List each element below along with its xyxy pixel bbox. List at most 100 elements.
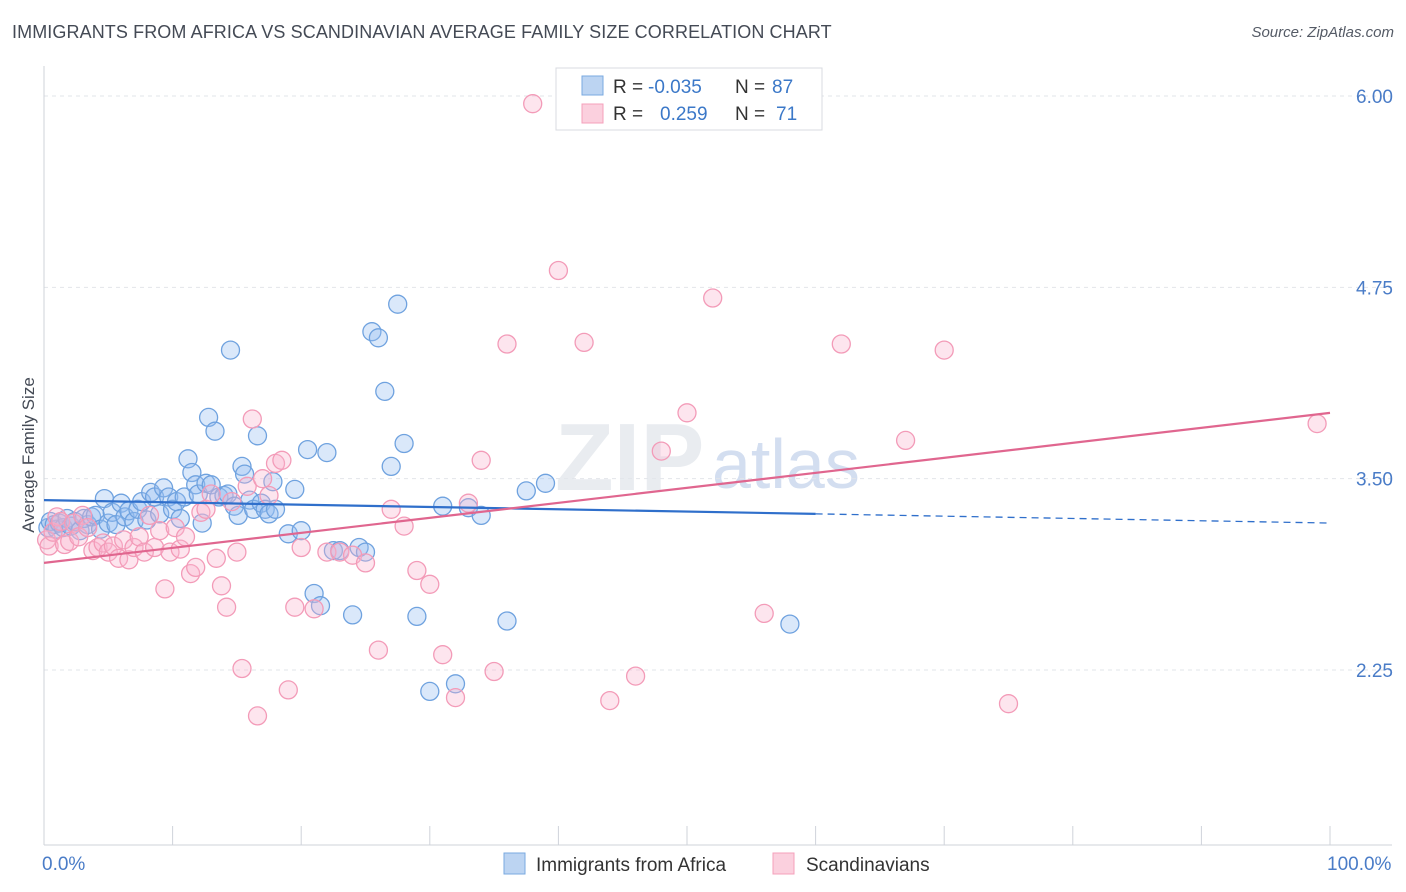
y-tick-label-3: 6.00: [1356, 87, 1393, 108]
africa-point-29: [153, 478, 174, 498]
legend-r-label-africa: R =: [613, 77, 643, 98]
scandinavians-point-72: [831, 334, 851, 354]
legend-r-label-scandinavians: R =: [613, 104, 643, 125]
legend-swatch-scandinavians: [581, 103, 604, 124]
trend-lines: [43, 411, 1331, 564]
scandinavians-point-24: [150, 521, 170, 541]
scandinavians-point-49: [285, 597, 305, 617]
legend-r-value-africa: -0.035: [648, 77, 702, 98]
scandinavians-point-2: [43, 522, 63, 542]
africa-point-76: [388, 294, 408, 314]
scandinavians-point-33: [196, 499, 216, 519]
scandinavians-point-61: [433, 645, 453, 665]
scandinavians-point-10: [78, 517, 98, 538]
africa-point-61: [285, 479, 305, 500]
scandinavians-point-75: [998, 694, 1019, 714]
scandinavians-point-78: [625, 666, 646, 686]
bottom-legend-label-scandinavians: Scandinavians: [806, 855, 930, 876]
africa-point-73: [368, 328, 389, 348]
africa-point-63: [297, 439, 318, 460]
bottom-legend-swatch-scandinavians: [772, 852, 795, 875]
scandinavians-point-11: [83, 540, 103, 561]
scandinavians-point-6: [60, 531, 80, 552]
scandinavians-point-60: [420, 574, 440, 594]
scandinavians-point-76: [1307, 413, 1327, 434]
africa-point-69: [342, 605, 363, 625]
legend-n-value-africa: 87: [772, 77, 793, 98]
africa-point-36: [182, 462, 202, 483]
scandinavians-point-40: [232, 658, 252, 679]
africa-point-62: [291, 521, 311, 541]
scandinavians-point-45: [259, 485, 279, 506]
scandinavians-point-66: [497, 334, 517, 354]
legend-n-value-scandinavians: 71: [776, 104, 797, 125]
grid-lines: [44, 95, 1392, 671]
africa-point-85: [516, 481, 536, 501]
y-tick-labels: 2.25 3.50 4.75 6.00: [1356, 87, 1393, 682]
scandinavians-point-22: [139, 505, 160, 526]
scandinavians-point-56: [368, 640, 389, 660]
africa-point-50: [232, 456, 252, 477]
x-axis-ticks: [43, 826, 1331, 845]
scandinavians-point-29: [175, 527, 196, 547]
scandinavians-point-73: [895, 430, 916, 451]
scandinavians-point-9: [72, 505, 93, 526]
watermark-zip: ZIP: [555, 404, 704, 511]
africa-point-81: [445, 674, 466, 694]
africa-trend-extension: [815, 513, 1331, 524]
scandinavians-point-18: [119, 550, 139, 570]
scandinavians-point-38: [222, 491, 242, 512]
legend-n-label-africa: N =: [735, 77, 765, 98]
scandinavians-point-69: [574, 332, 594, 353]
scandinavians-point-41: [237, 476, 257, 496]
x-tick-label-min: 0.0%: [42, 854, 85, 875]
legend-r-value-scandinavians: 0.259: [660, 104, 708, 125]
source-label: Source: ZipAtlas.com: [1251, 24, 1394, 41]
y-tick-label-2: 4.75: [1356, 278, 1393, 299]
africa-point-75: [381, 456, 401, 477]
watermark-atlas: atlas: [712, 425, 860, 503]
scandinavians-trend-line: [43, 411, 1331, 564]
africa-point-16: [98, 513, 118, 533]
series-legend: Immigrants from Africa Scandinavians: [503, 852, 930, 876]
y-tick-label-0: 2.25: [1356, 661, 1393, 682]
scandinavians-point-68: [548, 260, 569, 281]
scandinavians-point-44: [252, 469, 273, 489]
legend-n-label-scandinavians: N =: [735, 104, 765, 125]
scandinavians-point-31: [186, 557, 206, 578]
scandinavians-point-50: [291, 537, 311, 558]
africa-point-74: [375, 381, 395, 402]
scandinavians-point-47: [272, 450, 292, 470]
africa-point-33: [170, 508, 190, 529]
scandinavians-point-65: [484, 661, 504, 682]
scandinavians-point-79: [651, 441, 671, 461]
scandinavians-point-36: [211, 576, 232, 596]
scandinavians-point-30: [180, 563, 201, 584]
africa-point-66: [317, 442, 337, 463]
scandinavians-point-70: [703, 288, 723, 308]
africa-point-51: [234, 464, 255, 484]
scandinavians-point-34: [201, 484, 221, 504]
africa-trend-line: [43, 498, 816, 515]
legend-swatch-africa: [581, 75, 604, 96]
scandinavians-point-39: [227, 542, 247, 562]
scandinavians-point-25: [155, 579, 175, 599]
scandinavians-point-55: [355, 553, 376, 573]
scandinavians-point-64: [471, 450, 491, 470]
africa-point-84: [497, 611, 517, 631]
scandinavians-point-80: [677, 403, 697, 423]
africa-point-64: [304, 583, 324, 604]
scandinavians-point-37: [216, 597, 237, 617]
scandinavians-point-42: [242, 409, 262, 429]
x-tick-label-max: 100.0%: [1327, 854, 1392, 875]
africa-point-54: [247, 426, 268, 446]
africa-point-77: [394, 433, 414, 454]
scandinavians-point-17: [114, 530, 134, 550]
africa-point-86: [535, 473, 556, 493]
scandinavians-point-43: [247, 706, 268, 726]
scandinavians-point-77: [600, 690, 620, 711]
chart-title: IMMIGRANTS FROM AFRICA VS SCANDINAVIAN A…: [12, 22, 832, 42]
bottom-legend-swatch-africa: [503, 852, 526, 875]
y-tick-label-1: 3.50: [1356, 470, 1393, 491]
